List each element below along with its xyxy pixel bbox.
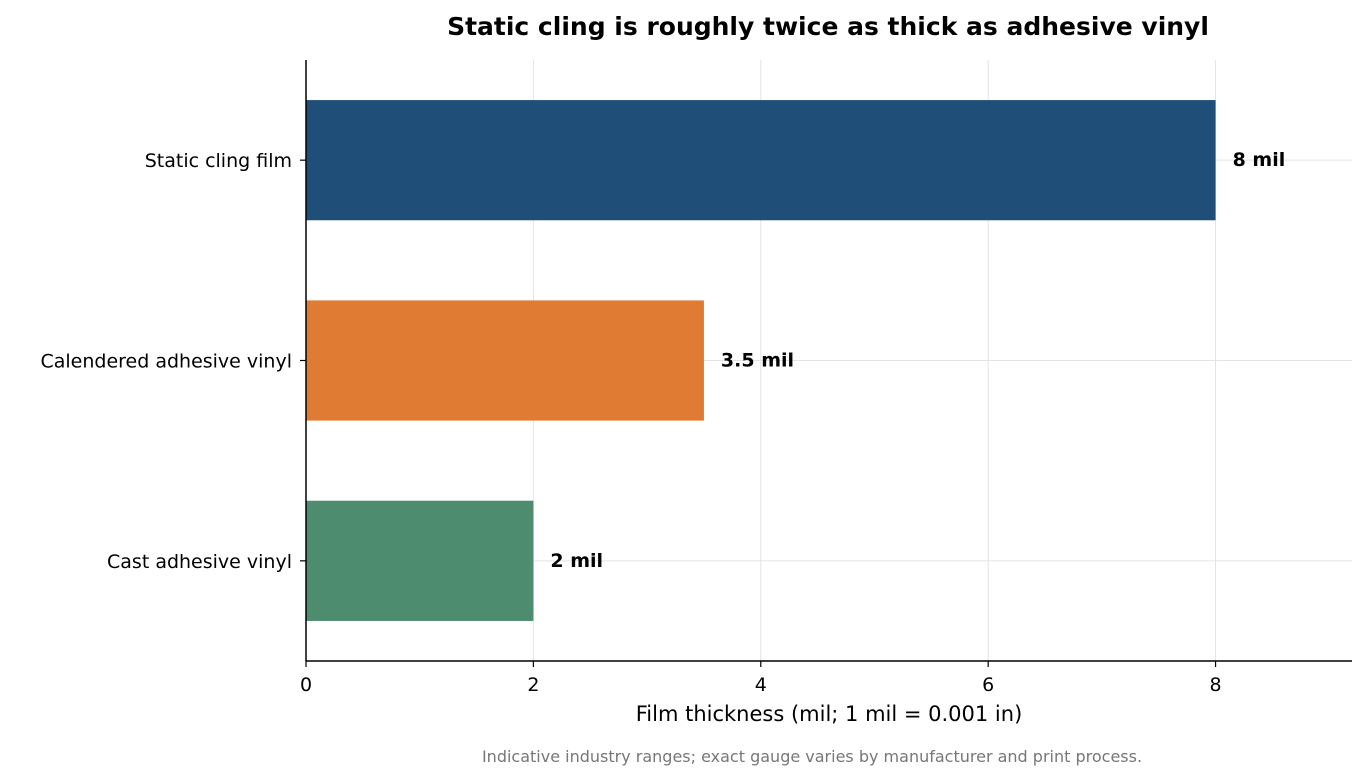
- x-axis-title: Film thickness (mil; 1 mil = 0.001 in): [636, 702, 1023, 726]
- y-ticks: Static cling film Calendered adhesive vin…: [40, 150, 306, 573]
- x-tick-label: 2: [527, 674, 539, 696]
- bar: [306, 500, 534, 621]
- data-label: 2 mil: [550, 550, 603, 572]
- bars: [306, 100, 1216, 621]
- y-tick-label: Static cling film: [145, 150, 292, 172]
- x-tick-label: 0: [300, 674, 312, 696]
- y-tick-label: Cast adhesive vinyl: [107, 551, 292, 573]
- data-label: 8 mil: [1233, 149, 1286, 171]
- y-tick-label: Calendered adhesive vinyl: [40, 351, 292, 373]
- x-tick-label: 4: [755, 674, 767, 696]
- data-label: 3.5 mil: [721, 350, 794, 372]
- bar: [306, 300, 704, 421]
- chart-title: Static cling is roughly twice as thick a…: [447, 12, 1209, 41]
- footnote: Indicative industry ranges; exact gauge …: [482, 747, 1142, 766]
- x-ticks: 0 2 4 6 8: [300, 661, 1222, 696]
- x-tick-label: 6: [982, 674, 994, 696]
- x-tick-label: 8: [1210, 674, 1222, 696]
- bar: [306, 100, 1216, 221]
- data-labels: 8 mil 3.5 mil 2 mil: [550, 149, 1285, 572]
